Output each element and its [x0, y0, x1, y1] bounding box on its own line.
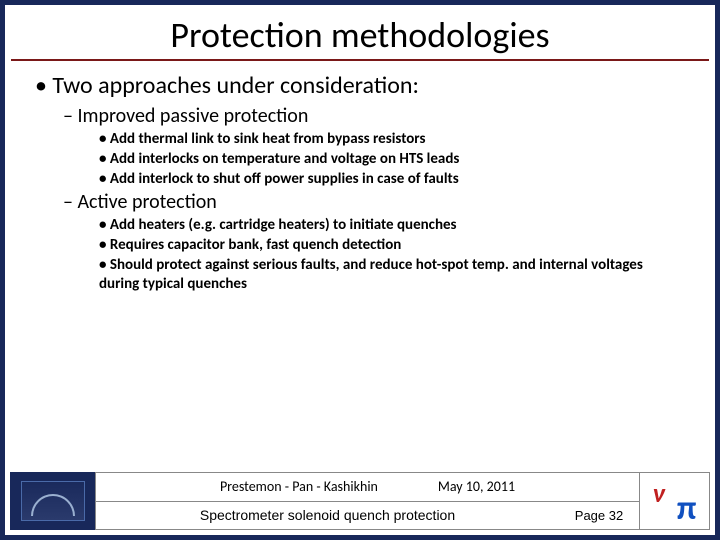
footer: Prestemon - Pan - Kashikhin May 10, 2011…: [10, 472, 710, 530]
slide: Protection methodologies Two approaches …: [0, 0, 720, 540]
pi-glyph: π: [677, 488, 697, 529]
footer-subtitle: Spectrometer solenoid quench protection: [96, 507, 559, 523]
bullet-l1: Two approaches under consideration:: [35, 71, 685, 100]
lab-logo: [10, 472, 95, 530]
slide-title: Protection methodologies: [5, 5, 715, 59]
bullet-l2: Active protection: [63, 190, 685, 214]
footer-date: May 10, 2011: [438, 478, 515, 495]
project-logo: ν π: [640, 472, 710, 530]
nu-pi-icon: ν π: [651, 477, 699, 525]
bullet-l3: Add interlock to shut off power supplies…: [99, 170, 685, 189]
footer-authors: Prestemon - Pan - Kashikhin: [220, 478, 378, 495]
title-underline: [11, 59, 709, 61]
footer-row-bottom: Spectrometer solenoid quench protection …: [95, 501, 640, 531]
bullet-l2: Improved passive protection: [63, 104, 685, 128]
bullet-l3: Add thermal link to sink heat from bypas…: [99, 130, 685, 149]
bullet-l3: Add interlocks on temperature and voltag…: [99, 150, 685, 169]
footer-row-top: Prestemon - Pan - Kashikhin May 10, 2011: [95, 472, 640, 501]
lab-logo-graphic: [21, 481, 85, 521]
bullet-l3: Add heaters (e.g. cartridge heaters) to …: [99, 216, 685, 235]
bullet-l3: Requires capacitor bank, fast quench det…: [99, 236, 685, 255]
arch-icon: [31, 494, 75, 516]
slide-body: Two approaches under consideration: Impr…: [5, 69, 715, 535]
bullet-l3: Should protect against serious faults, a…: [99, 256, 685, 294]
page-number: Page 32: [559, 508, 639, 523]
nu-glyph: ν: [653, 477, 665, 509]
footer-middle: Prestemon - Pan - Kashikhin May 10, 2011…: [95, 472, 640, 530]
